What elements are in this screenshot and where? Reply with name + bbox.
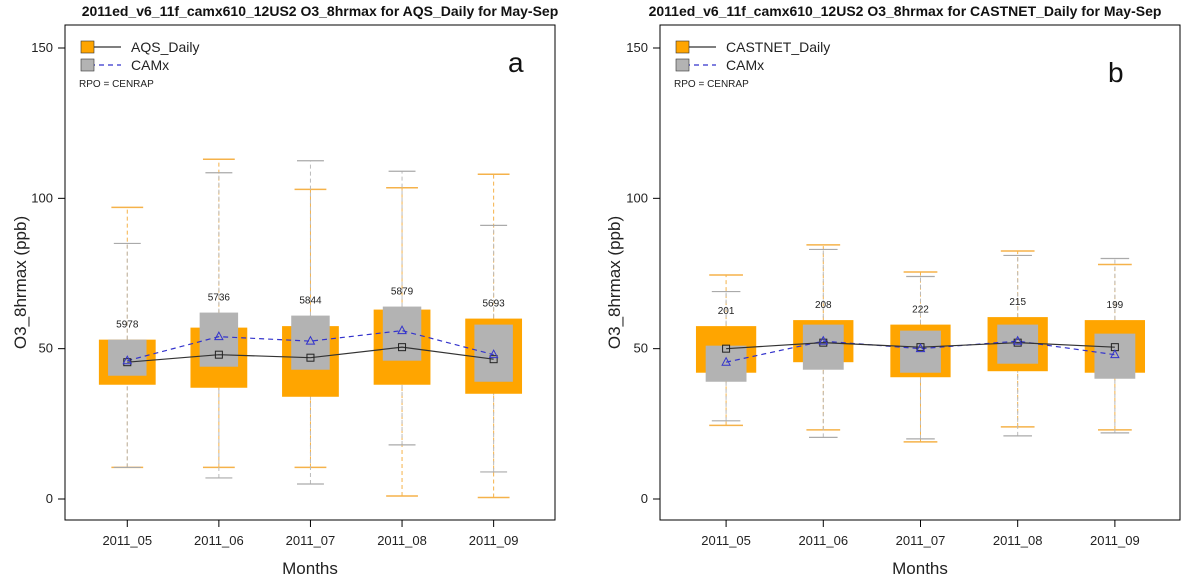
x-tick-label: 2011_07 [286, 533, 336, 548]
y-tick-label: 150 [626, 40, 648, 55]
rpo-label: RPO = CENRAP [79, 79, 154, 90]
model-box [474, 324, 513, 382]
count-label: 5978 [116, 320, 139, 331]
x-tick-label: 2011_06 [194, 533, 244, 548]
model-median-marker [122, 355, 133, 365]
y-tick-label: 150 [31, 40, 53, 55]
chart-title: 2011ed_v6_11f_camx610_12US2 O3_8hrmax fo… [649, 3, 1162, 19]
count-label: 5844 [299, 296, 322, 307]
model-median-marker [305, 335, 316, 345]
x-tick-label: 2011_06 [798, 533, 848, 548]
x-tick-label: 2011_09 [469, 533, 519, 548]
count-label: 208 [815, 300, 832, 311]
obs-median-line [127, 346, 494, 363]
obs-median-marker [398, 343, 407, 352]
x-tick-label: 2011_05 [701, 533, 751, 548]
count-label: 5693 [483, 299, 506, 310]
y-tick-label: 50 [39, 341, 53, 356]
legend-obs-swatch [80, 40, 95, 54]
model-median-marker [1110, 349, 1120, 359]
model-median-marker [721, 356, 731, 366]
y-tick-label: 100 [31, 190, 53, 205]
rpo-label: RPO = CENRAP [674, 79, 749, 90]
legend-model-label: CAMx [131, 57, 169, 73]
legend-obs-swatch [675, 40, 690, 54]
count-label: 5879 [391, 287, 414, 298]
model-box [705, 345, 747, 382]
obs-median-line [726, 342, 1115, 350]
x-tick-label: 2011_08 [377, 533, 427, 548]
model-median-marker [1012, 335, 1023, 345]
model-median-line [127, 330, 494, 362]
x-axis-label: Months [282, 559, 338, 578]
y-axis-label: O3_8hrmax (ppb) [11, 216, 30, 349]
y-tick-label: 100 [626, 190, 648, 205]
chart-panel-b: 2011ed_v6_11f_camx610_12US2 O3_8hrmax fo… [605, 3, 1181, 578]
model-box [802, 324, 844, 370]
x-tick-label: 2011_08 [993, 533, 1043, 548]
count-label: 215 [1009, 297, 1026, 308]
y-axis-label: O3_8hrmax (ppb) [605, 216, 624, 349]
chart-panel-a: 2011ed_v6_11f_camx610_12US2 O3_8hrmax fo… [11, 3, 558, 578]
model-median-marker [488, 349, 499, 359]
legend-model-swatch [80, 58, 95, 72]
count-label: 201 [718, 306, 735, 317]
model-median-marker [214, 331, 224, 341]
model-median-line [725, 340, 1115, 363]
obs-median-marker [214, 350, 223, 359]
count-label: 199 [1107, 300, 1124, 311]
count-label: 222 [912, 305, 929, 316]
legend-model-swatch [675, 58, 690, 72]
model-median-marker [818, 335, 829, 345]
x-tick-label: 2011_05 [102, 533, 152, 548]
chart-title: 2011ed_v6_11f_camx610_12US2 O3_8hrmax fo… [82, 3, 559, 19]
panel-letter: a [508, 47, 524, 78]
y-tick-label: 0 [641, 491, 648, 506]
y-tick-label: 50 [634, 341, 648, 356]
x-axis-label: Months [892, 559, 948, 578]
model-median-marker [397, 325, 407, 335]
panel-letter: b [1108, 57, 1124, 88]
count-label: 5736 [208, 293, 231, 304]
obs-median-marker [306, 353, 315, 362]
legend-obs-label: AQS_Daily [131, 39, 199, 55]
legend-obs-label: CASTNET_Daily [726, 39, 830, 55]
x-tick-label: 2011_07 [896, 533, 946, 548]
obs-median-marker [722, 344, 731, 353]
model-box [1094, 333, 1136, 379]
y-tick-label: 0 [46, 491, 53, 506]
x-tick-label: 2011_09 [1090, 533, 1140, 548]
model-median-marker [915, 343, 926, 353]
obs-median-marker [489, 355, 498, 364]
legend-model-label: CAMx [726, 57, 764, 73]
